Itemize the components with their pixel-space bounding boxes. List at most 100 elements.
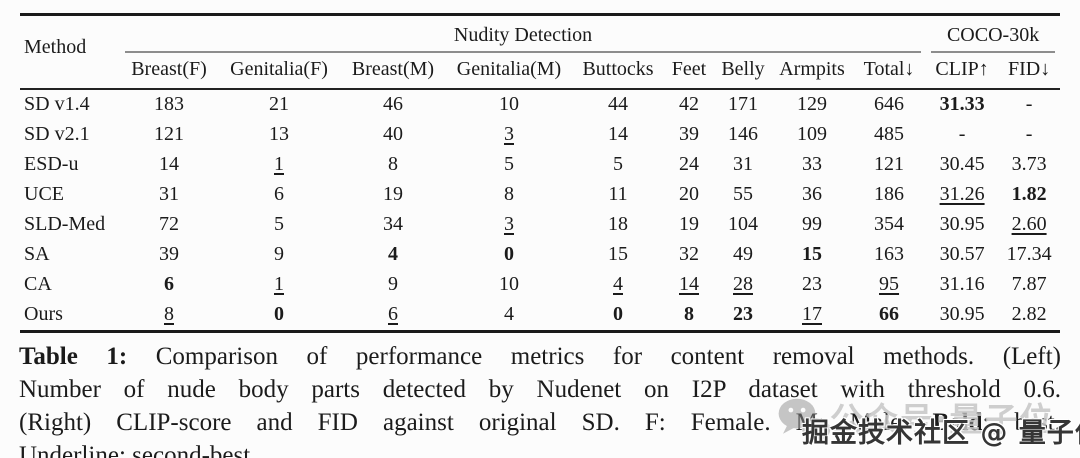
value-cell: 55 [733,183,753,205]
group-header-row: Method Nudity Detection COCO-30k [20,14,1060,90]
column-header-row: Breast(F) Genitalia(F) Breast(M) Genitalia(… [20,53,1061,90]
value-cell: 31.16 [939,273,985,295]
column-header: Total↓ [852,53,927,90]
group-label-coco: COCO-30k [946,24,1040,46]
value-cell: 104 [728,213,758,235]
table-row: ESD-u 14 1 8 5 5 24 31 33 121 30.45 3.73 [20,150,1060,180]
group-label-nudity: Nudity Detection [453,24,593,46]
value-cell: 40 [383,123,403,145]
column-header: Genitalia(M) [446,53,572,90]
caption-bold-keyword: Bold [932,409,983,436]
value-cell: 30.95 [939,213,985,235]
method-cell: SA [24,243,50,265]
value-cell: 2.82 [1011,303,1047,325]
method-cell: ESD-u [24,153,79,175]
value-cell: 36 [802,183,822,205]
column-header: Armpits [772,53,852,90]
group-header-nudity-detection: Nudity Detection [120,15,926,53]
value-cell: 17 [802,303,822,325]
value-cell: 20 [679,183,699,205]
value-cell: 32 [679,243,699,265]
caption-line-2: Number of nude body parts detected by Nu… [19,376,1061,403]
value-cell: 15 [608,243,628,265]
column-header: Genitalia(F) [218,53,340,90]
value-cell: 0 [504,243,514,265]
value-cell: 28 [733,273,753,295]
value-cell: 30.45 [939,153,985,175]
caption-line-4: Underline: second-best. [19,439,1061,458]
table-row: SD v2.1 121 13 40 3 14 39 146 109 485 - - [20,120,1060,150]
value-cell: 8 [504,183,514,205]
table-header: Method Nudity Detection COCO-30k Breast(… [20,14,1061,90]
value-cell: 49 [733,243,753,265]
value-cell: 6 [274,183,284,205]
value-cell: 0 [613,303,623,325]
value-cell: 6 [388,303,398,325]
value-cell: 14 [159,153,179,175]
value-cell: 129 [797,93,827,115]
value-cell: 5 [274,213,284,235]
value-cell: 30.95 [939,303,985,325]
method-cell: SD v2.1 [24,123,90,145]
value-cell: 23 [802,273,822,295]
caption-text: : best. [982,409,1062,436]
value-cell: 6 [164,273,174,295]
caption-text: : second-best. [118,442,257,458]
value-cell: 42 [679,93,699,115]
value-cell: 7.87 [1011,273,1047,295]
group-rule [125,51,922,53]
value-cell: - [1025,93,1033,115]
table-row: SD v1.4 183 21 46 10 44 42 171 129 646 31.33 - [20,89,1060,120]
value-cell: 354 [874,213,905,235]
column-header: FID↓ [998,53,1061,90]
table-body: SD v1.4 183 21 46 10 44 42 171 129 646 31.33- SD v2… [20,89,1060,332]
group-rule [931,51,1056,53]
value-cell: 14 [679,273,699,295]
value-cell: 1.82 [1011,183,1047,205]
table-row: SLD-Med 72 5 34 3 18 19 104 99 354 30.95 2.60 [20,210,1060,240]
value-cell: 10 [499,273,519,295]
value-cell: 109 [797,123,827,145]
value-cell: 31.26 [939,183,985,205]
value-cell: 31 [159,183,179,205]
value-cell: 30.57 [939,243,985,265]
value-cell: 3.73 [1011,153,1047,175]
value-cell: 3 [504,213,514,235]
table-row: UCE 31 6 19 8 11 20 55 36 186 31.26 1.82 [20,180,1060,210]
value-cell: 646 [874,93,905,115]
value-cell: - [958,123,966,145]
method-cell: SD v1.4 [24,93,90,115]
value-cell: 183 [154,93,184,115]
value-cell: 11 [608,183,628,205]
column-header: Belly [714,53,772,90]
method-cell: Ours [24,303,63,325]
value-cell: 8 [388,153,398,175]
results-table: Method Nudity Detection COCO-30k Breast(… [20,13,1061,333]
value-cell: 34 [383,213,403,235]
value-cell: 72 [159,213,179,235]
method-column-header: Method [20,14,120,90]
column-header: Buttocks [572,53,664,90]
table-row: CA 6 1 9 10 4 14 28 23 95 31.16 7.87 [20,270,1060,300]
value-cell: 24 [679,153,699,175]
value-cell: 99 [802,213,822,235]
value-cell: 44 [608,93,628,115]
value-cell: 39 [159,243,179,265]
value-cell: 95 [879,273,900,295]
method-cell: CA [24,273,52,295]
caption-text: Comparison of performance metrics for co… [127,343,1061,370]
caption-table-number: Table 1: [19,343,128,370]
value-cell: 121 [874,153,905,175]
value-cell: 17.34 [1006,243,1052,265]
group-header-coco-30k: COCO-30k [926,15,1060,53]
method-cell: SLD-Med [24,213,106,235]
value-cell: 33 [802,153,822,175]
value-cell: 18 [608,213,628,235]
caption-underline-keyword: Underline [19,442,119,458]
column-header: CLIP↑ [926,53,999,90]
value-cell: 121 [154,123,184,145]
value-cell: 9 [388,273,398,295]
value-cell: 19 [679,213,699,235]
value-cell: 0 [274,303,284,325]
